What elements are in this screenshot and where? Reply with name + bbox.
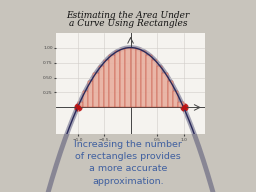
Text: Estimating the Area Under: Estimating the Area Under [66,11,190,20]
Bar [178,102,184,108]
Bar [93,73,99,108]
Bar [109,55,115,108]
Bar [173,91,178,108]
Bar [141,51,146,108]
Bar [88,81,93,108]
Bar [131,48,136,108]
Bar [146,55,152,108]
Bar [136,49,141,108]
Bar [99,66,104,108]
Bar [120,49,125,108]
Bar [83,91,88,108]
Bar [157,66,162,108]
Bar [78,102,83,108]
Bar [162,73,168,108]
Bar [152,60,157,108]
Text: a Curve Using Rectangles: a Curve Using Rectangles [69,19,187,28]
Bar [104,60,109,108]
Bar [168,81,173,108]
Text: Increasing the number
of rectangles provides
a more accurate
approximation.: Increasing the number of rectangles prov… [74,140,182,186]
Bar [125,48,131,108]
Bar [115,51,120,108]
